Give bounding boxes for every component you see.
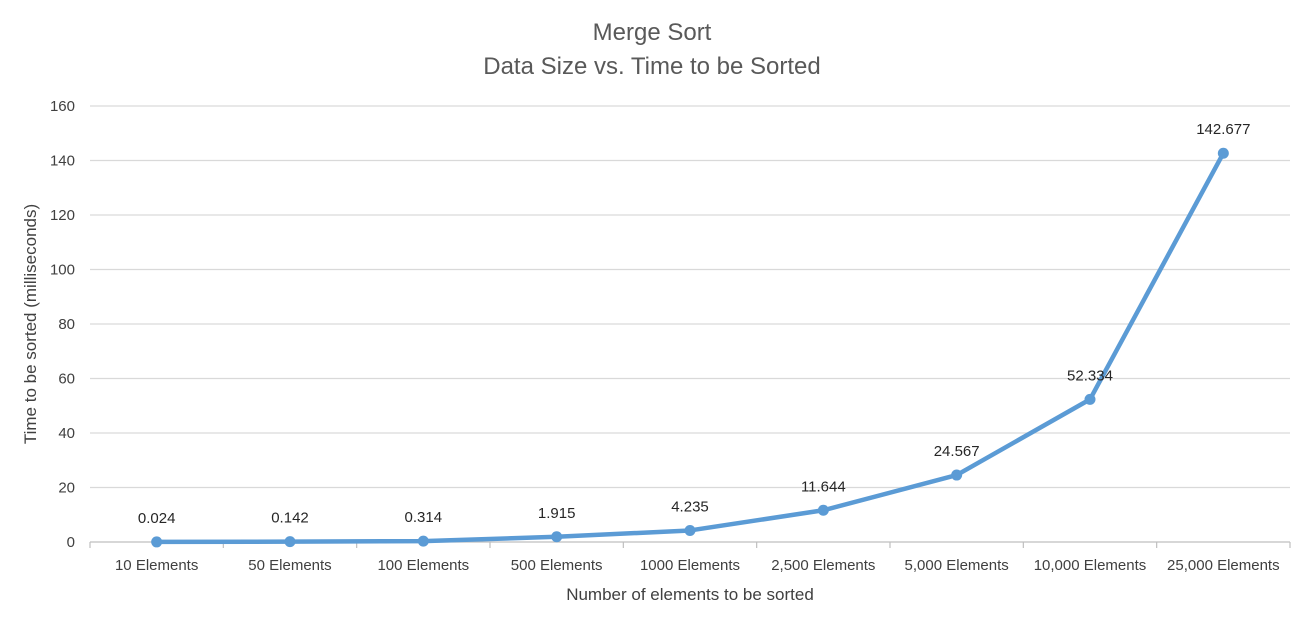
- data-label: 1.915: [538, 505, 576, 522]
- x-tick-label: 2,500 Elements: [771, 557, 875, 574]
- data-point: [817, 504, 829, 516]
- y-tick-label: 60: [58, 371, 75, 388]
- data-label: 52.334: [1067, 367, 1113, 384]
- y-tick-label: 140: [50, 153, 75, 170]
- data-label: 0.142: [271, 510, 309, 527]
- data-labels: 0.024 0.142 0.314 1.915 4.235 11.644 24.567 52.…: [138, 121, 1251, 527]
- y-tick-label: 0: [67, 534, 75, 551]
- x-tick-label: 25,000 Elements: [1167, 557, 1280, 574]
- y-tick-label: 160: [50, 98, 75, 115]
- data-point: [551, 531, 563, 543]
- chart-subtitle: Data Size vs. Time to be Sorted: [483, 53, 821, 80]
- data-label: 0.024: [138, 510, 176, 527]
- x-tick-label: 10 Elements: [115, 557, 198, 574]
- x-tick-label: 100 Elements: [377, 557, 469, 574]
- data-point: [417, 535, 429, 547]
- chart-title: Merge Sort: [593, 19, 712, 46]
- x-tick-label: 10,000 Elements: [1034, 557, 1147, 574]
- data-point: [151, 536, 163, 548]
- y-tick-label: 100: [50, 262, 75, 279]
- series-line: [154, 150, 1226, 545]
- data-point: [284, 536, 296, 548]
- x-axis-label: Number of elements to be sorted: [566, 585, 814, 604]
- x-axis-ticks: 10 Elements 50 Elements 100 Elements 500 El…: [89, 542, 1291, 574]
- y-axis-label: Time to be sorted (milliseconds): [21, 204, 40, 444]
- data-label: 24.567: [934, 443, 980, 460]
- series-layer: [151, 147, 1229, 548]
- data-point: [1084, 393, 1096, 405]
- x-tick-label: 50 Elements: [248, 557, 331, 574]
- x-tick-label: 5,000 Elements: [905, 557, 1009, 574]
- data-point: [684, 524, 696, 536]
- y-axis-ticks: 0 20 40 60 80 100 120 140 160: [50, 98, 75, 551]
- data-point: [1217, 147, 1229, 159]
- y-tick-label: 120: [50, 207, 75, 224]
- y-tick-label: 40: [58, 425, 75, 442]
- data-label: 11.644: [801, 478, 846, 495]
- data-label: 4.235: [671, 498, 709, 515]
- x-tick-label: 1000 Elements: [640, 557, 740, 574]
- data-label: 0.314: [405, 509, 443, 526]
- data-point: [951, 469, 963, 481]
- y-tick-label: 20: [58, 480, 75, 497]
- x-tick-label: 500 Elements: [511, 557, 603, 574]
- y-tick-label: 80: [58, 316, 75, 333]
- gridlines: [90, 105, 1290, 543]
- data-label: 142.677: [1196, 121, 1250, 138]
